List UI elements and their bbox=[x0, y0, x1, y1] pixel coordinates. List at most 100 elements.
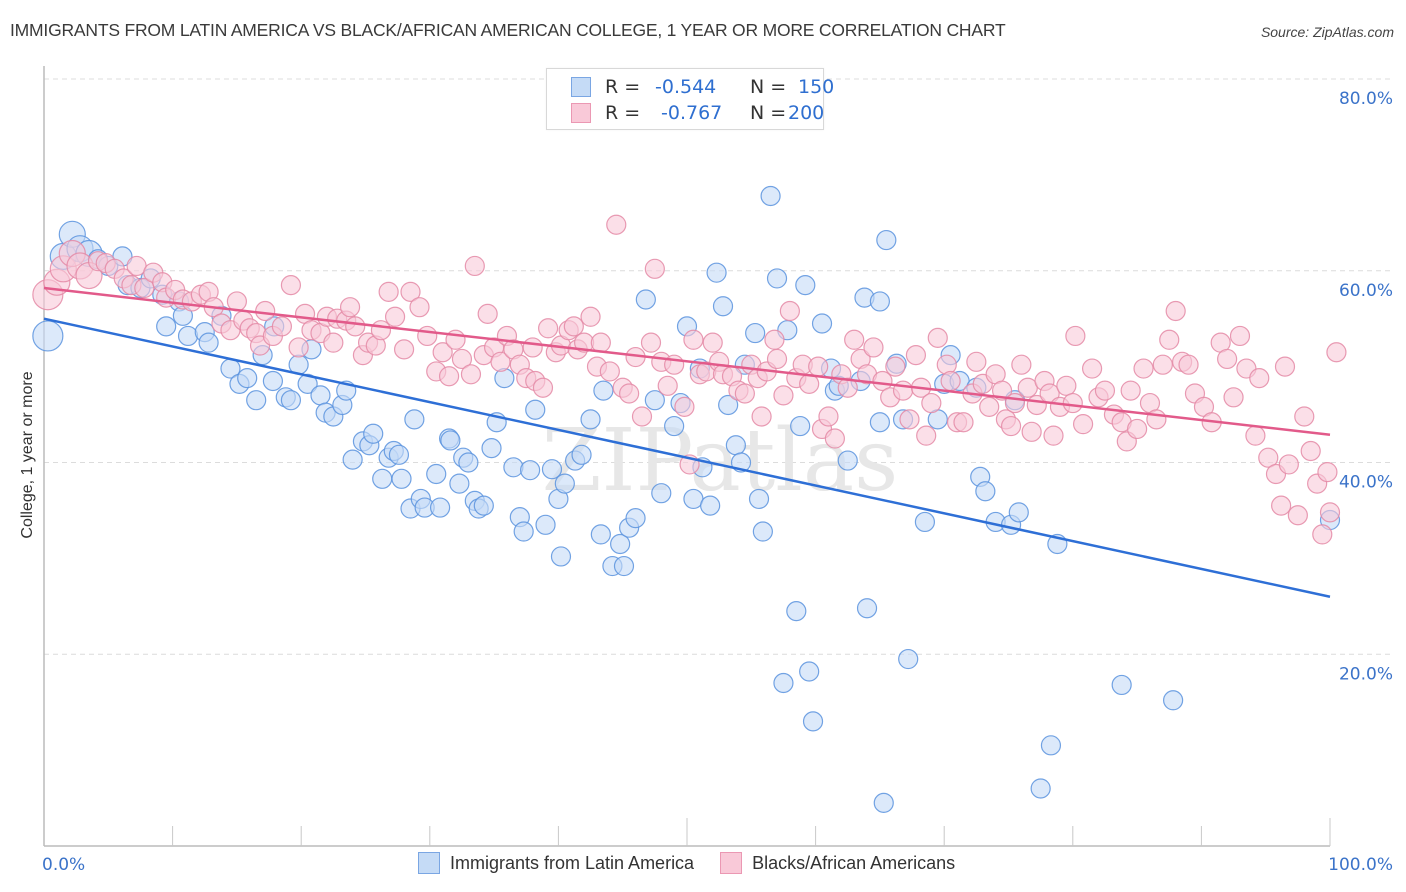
immigrants-point bbox=[571, 444, 592, 465]
blacks-point bbox=[734, 383, 755, 404]
blacks-point bbox=[464, 255, 485, 277]
blacks-point bbox=[255, 300, 276, 322]
y-tick-label: 60.0% bbox=[1339, 281, 1393, 301]
blacks-point bbox=[460, 364, 482, 385]
legend-item-blacks[interactable]: Blacks/African Americans bbox=[720, 852, 955, 874]
blacks-point bbox=[417, 325, 438, 347]
x-tick-label: 100.0% bbox=[1328, 855, 1393, 875]
blacks-point bbox=[1300, 440, 1321, 462]
blacks-point bbox=[818, 406, 839, 427]
immigrants-point bbox=[404, 409, 425, 430]
immigrants-point bbox=[262, 370, 284, 392]
immigrants-point bbox=[449, 473, 470, 494]
immigrants-point bbox=[1111, 674, 1132, 696]
blacks-point bbox=[1317, 461, 1338, 483]
immigrants-point bbox=[790, 415, 811, 437]
blacks-point bbox=[979, 396, 1000, 417]
blacks-point bbox=[606, 214, 627, 235]
immigrants-point bbox=[429, 497, 451, 518]
immigrants-point bbox=[156, 316, 177, 337]
immigrants-point bbox=[748, 488, 770, 510]
blacks-point bbox=[885, 356, 906, 377]
immigrants-point bbox=[644, 390, 665, 411]
immigrants-point bbox=[635, 289, 656, 310]
blacks-point bbox=[702, 332, 723, 353]
blacks-point bbox=[393, 339, 415, 360]
blacks-point bbox=[674, 396, 695, 417]
y-tick-label: 80.0% bbox=[1339, 89, 1393, 109]
blacks-point bbox=[1312, 524, 1333, 545]
r-label: R = bbox=[605, 102, 641, 124]
immigrants-point bbox=[651, 483, 672, 504]
immigrants-point bbox=[342, 449, 363, 470]
blacks-point bbox=[1126, 418, 1148, 440]
blacks-point bbox=[532, 377, 554, 398]
blacks-point bbox=[323, 332, 344, 353]
immigrants-point bbox=[786, 601, 807, 622]
source-label: Source: ZipAtlas.com bbox=[1260, 24, 1394, 40]
blacks-point bbox=[1159, 329, 1180, 350]
immigrants-point bbox=[32, 320, 64, 352]
blacks-point bbox=[1000, 415, 1022, 437]
r-value: -0.544 bbox=[655, 76, 717, 98]
blacks-point bbox=[1072, 414, 1094, 435]
blacks-point bbox=[927, 327, 948, 348]
immigrants-point bbox=[752, 521, 773, 542]
immigrants-point bbox=[718, 394, 739, 416]
y-tick-label: 40.0% bbox=[1339, 473, 1393, 493]
blacks-point bbox=[1258, 447, 1279, 468]
blacks-point bbox=[916, 425, 937, 446]
immigrants-point bbox=[458, 452, 479, 473]
immigrants-point bbox=[706, 262, 727, 283]
immigrants-point bbox=[700, 495, 721, 516]
blacks-point bbox=[1294, 406, 1315, 427]
immigrants-point bbox=[513, 521, 534, 542]
immigrants-point bbox=[712, 296, 734, 317]
immigrants-point bbox=[550, 546, 572, 567]
immigrants-point bbox=[310, 385, 331, 406]
immigrants-point bbox=[869, 412, 891, 433]
blacks-point bbox=[522, 337, 543, 358]
immigrants-point bbox=[473, 495, 494, 516]
blacks-point bbox=[538, 318, 559, 339]
blacks-point bbox=[1326, 342, 1347, 363]
blacks-point bbox=[1229, 325, 1251, 347]
immigrants-point bbox=[664, 415, 685, 437]
blacks-point bbox=[764, 329, 785, 350]
blacks-point bbox=[824, 428, 845, 449]
blacks-point bbox=[863, 337, 884, 358]
immigrants-point bbox=[625, 508, 646, 529]
stats-row-immigrants: R = -0.544 N = 150 bbox=[571, 75, 834, 99]
blacks-point bbox=[580, 306, 601, 327]
blacks-point bbox=[134, 277, 155, 299]
immigrants-point bbox=[856, 598, 878, 619]
blacks-point bbox=[1223, 387, 1244, 408]
blacks-point bbox=[280, 275, 302, 296]
blacks-point bbox=[640, 332, 662, 353]
immigrants-point bbox=[593, 380, 614, 401]
immigrants-point bbox=[198, 332, 219, 353]
legend-item-immigrants[interactable]: Immigrants from Latin America bbox=[418, 852, 694, 874]
blacks-trend-line bbox=[43, 286, 1331, 436]
immigrants-point bbox=[363, 423, 384, 444]
blacks-point bbox=[844, 329, 865, 350]
blacks-point bbox=[1274, 356, 1296, 377]
immigrants-point bbox=[837, 450, 858, 471]
blacks-point bbox=[590, 332, 611, 353]
blacks-point bbox=[683, 329, 704, 350]
immigrants-point bbox=[388, 444, 410, 465]
immigrants-point bbox=[440, 430, 461, 451]
swatch-blue-icon bbox=[571, 77, 591, 97]
n-label: N = bbox=[750, 76, 787, 98]
r-label: R = bbox=[605, 76, 641, 98]
blacks-point bbox=[438, 366, 460, 387]
blacks-point bbox=[751, 406, 772, 427]
immigrants-point bbox=[237, 368, 258, 389]
legend-swatch-pink-icon bbox=[720, 852, 743, 874]
stats-row-blacks: R = -0.767 N = 200 bbox=[571, 101, 824, 125]
n-label: N = bbox=[750, 102, 787, 124]
blacks-point bbox=[1094, 380, 1116, 401]
blacks-point bbox=[619, 383, 640, 404]
n-value: 150 bbox=[798, 76, 835, 98]
blacks-point bbox=[451, 348, 473, 370]
